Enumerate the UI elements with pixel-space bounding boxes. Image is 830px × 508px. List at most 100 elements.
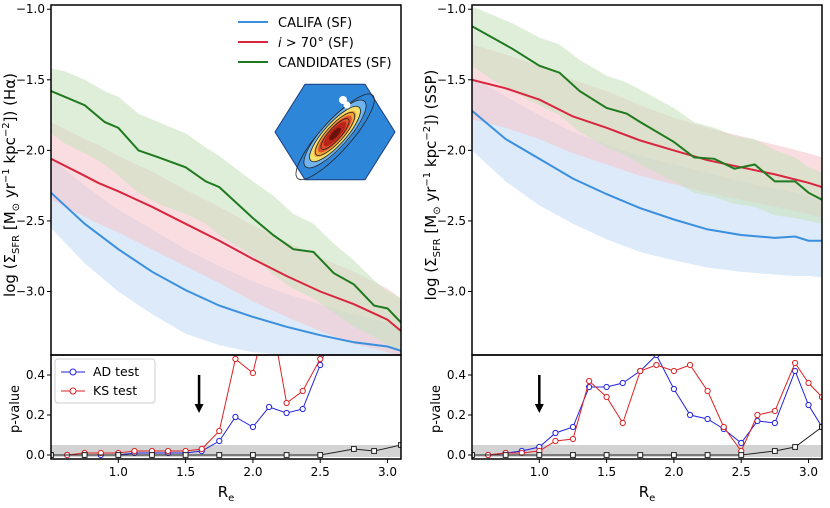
- series-line-candidatessf: [51, 90, 401, 324]
- legend-label: CANDIDATES (SF): [278, 56, 392, 71]
- y-tick-label: −3.0: [16, 284, 45, 298]
- data-point: [569, 423, 577, 431]
- y-label-part: −1: [422, 172, 433, 187]
- data-point: [165, 447, 172, 455]
- x-tick-label: 1.0: [109, 465, 128, 479]
- y-label-part: −2: [1, 122, 12, 137]
- inset-galaxy-map: [274, 83, 396, 181]
- data-point: [398, 442, 401, 448]
- y-axis-label: log (ΣSFR [M⊙ yr−1 kpc−2]) (Hα): [1, 73, 22, 297]
- series-line-isf: [51, 157, 401, 332]
- galaxy-contour-line: [320, 118, 350, 150]
- data-point: [536, 452, 543, 458]
- data-point: [518, 449, 525, 457]
- data-point: [350, 446, 357, 452]
- data-point: [771, 448, 778, 454]
- data-point: [754, 411, 761, 419]
- data-point: [249, 369, 257, 377]
- x-tick-label: 1.5: [597, 465, 616, 479]
- x-tick-label: 1.5: [176, 465, 195, 479]
- data-point: [738, 452, 745, 458]
- series-line-califasf: [51, 191, 401, 352]
- data-point: [299, 405, 306, 413]
- galaxy-contour-line: [314, 112, 356, 156]
- legend-marker: [69, 387, 77, 395]
- y-tick-label: −2.5: [16, 214, 45, 228]
- x-tick-label: 2.5: [732, 465, 751, 479]
- data-point: [738, 439, 745, 447]
- x-axis-label: Re: [639, 483, 656, 504]
- legend-label: AD test: [93, 364, 139, 379]
- y-tick-label: 0.2: [447, 408, 466, 422]
- legend-marker: [69, 368, 77, 376]
- data-point: [720, 423, 727, 431]
- data-point: [371, 448, 377, 454]
- data-point: [771, 419, 778, 427]
- y-label-part: log (Σ: [422, 257, 440, 300]
- x-label-main: R: [218, 483, 228, 501]
- data-point: [637, 452, 644, 458]
- y-label-part: ]) (Hα): [1, 73, 19, 122]
- data-point: [249, 423, 257, 431]
- galaxy-contour-line: [295, 93, 375, 181]
- data-point: [805, 401, 812, 409]
- data-point: [791, 359, 799, 367]
- data-point: [805, 379, 812, 387]
- y-tick-label: 0.0: [447, 448, 466, 462]
- x-label-sub: e: [228, 493, 234, 504]
- data-point: [317, 361, 324, 369]
- data-point: [552, 437, 559, 445]
- data-point: [232, 355, 239, 363]
- legend-box: [54, 358, 156, 404]
- data-point: [619, 379, 626, 387]
- legend-label-italic: i: [278, 36, 282, 51]
- data-point: [791, 367, 799, 375]
- data-point: [283, 399, 290, 407]
- data-point: [81, 452, 88, 458]
- galaxy-contour-line: [309, 105, 361, 163]
- y-label-part: log (Σ: [1, 254, 19, 297]
- data-point: [552, 429, 559, 437]
- data-point: [502, 452, 509, 458]
- data-point: [704, 415, 711, 423]
- y-label-part: −2: [422, 126, 433, 141]
- y-tick-label: −1.0: [437, 2, 466, 16]
- series-line-reference: [51, 444, 401, 456]
- legend-label: CALIFA (SF): [278, 16, 352, 31]
- series-line-kstest: [472, 361, 822, 456]
- data-point: [317, 355, 324, 363]
- data-point: [686, 361, 694, 369]
- data-point: [704, 452, 711, 458]
- y-axis-label: p-value: [429, 385, 444, 433]
- significance-band: [51, 445, 401, 457]
- data-point: [670, 385, 678, 393]
- data-point: [637, 367, 644, 375]
- series-line-califasf: [472, 110, 822, 242]
- panel-left-bottom: 0.0 0.2 0.4 1.0 1.5 2.0 2.5 3.0 Re p-value AD test…: [8, 354, 402, 504]
- y-tick-label: −1.5: [16, 73, 45, 87]
- y-label-part: ⊙: [11, 203, 22, 211]
- data-point: [216, 437, 223, 445]
- galaxy-contour-fill: [329, 127, 341, 141]
- band-candidatessf: [51, 68, 401, 351]
- y-label-part: [M: [422, 215, 440, 239]
- y-label-part: −1: [1, 168, 12, 183]
- data-point: [653, 361, 660, 369]
- x-tick-label: 2.0: [243, 465, 262, 479]
- x-label-sub: e: [649, 493, 655, 504]
- x-tick-label: 3.0: [799, 465, 818, 479]
- y-label-part: SFR: [11, 235, 22, 254]
- foreground-star: [339, 96, 347, 104]
- data-point: [198, 445, 205, 453]
- y-label-part: SFR: [432, 238, 443, 257]
- y-axis-label: p-value: [8, 385, 23, 433]
- data-point: [317, 452, 324, 458]
- y-label-part: ⊙: [432, 206, 443, 214]
- series-line-candidatessf: [472, 25, 822, 201]
- plot-area: [472, 355, 822, 459]
- data-point: [299, 387, 306, 395]
- y-tick-label: −2.0: [16, 143, 45, 157]
- data-point: [670, 367, 678, 375]
